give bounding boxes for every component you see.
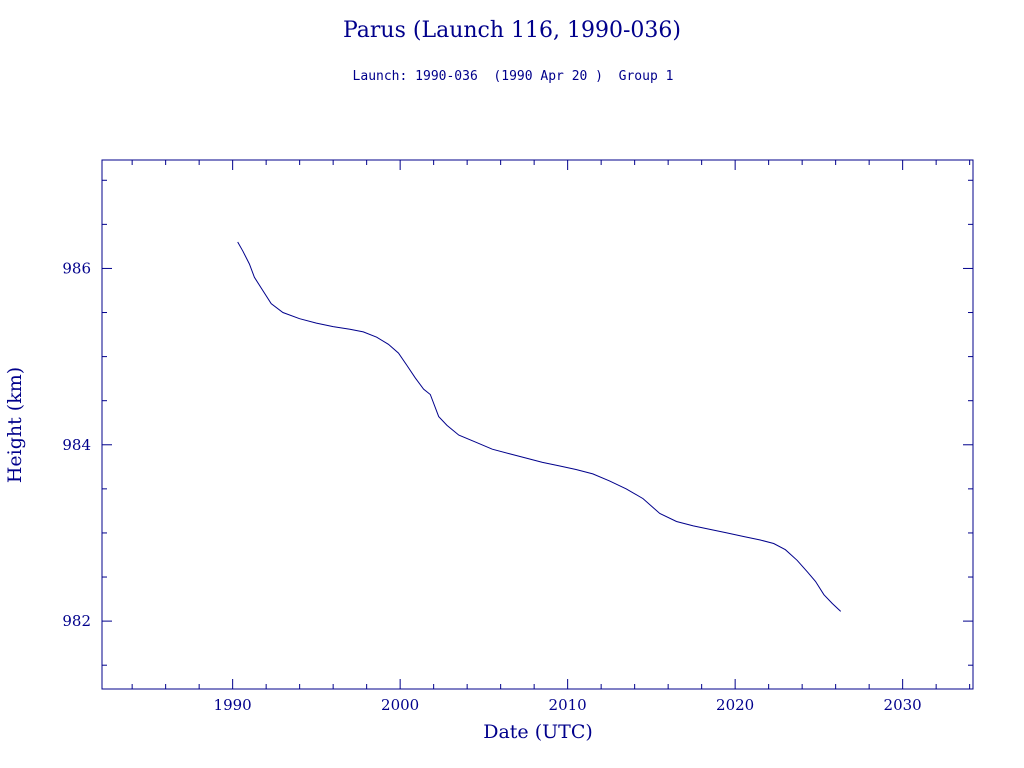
x-tick-label: 2020 [716,696,754,714]
x-axis-label: Date (UTC) [483,721,593,743]
x-tick-labels: 1990 2000 2010 2020 2030 [214,696,922,714]
y-tick-labels: 982 984 986 [62,259,91,630]
y-tick-label: 982 [62,612,91,630]
x-tick-label: 2000 [381,696,419,714]
y-tick-label: 984 [62,436,91,454]
y-axis-label: Height (km) [4,367,26,483]
chart-subtitle: Launch: 1990-036 (1990 Apr 20 ) Group 1 [353,69,674,84]
y-tick-label: 986 [62,259,91,277]
x-tick-label: 2030 [884,696,922,714]
height-series-line [237,241,842,612]
chart-title: Parus (Launch 116, 1990-036) [343,18,681,43]
x-tick-label: 2010 [549,696,587,714]
x-tick-label: 1990 [214,696,252,714]
plot-frame [101,159,974,690]
axis-ticks [102,160,973,689]
